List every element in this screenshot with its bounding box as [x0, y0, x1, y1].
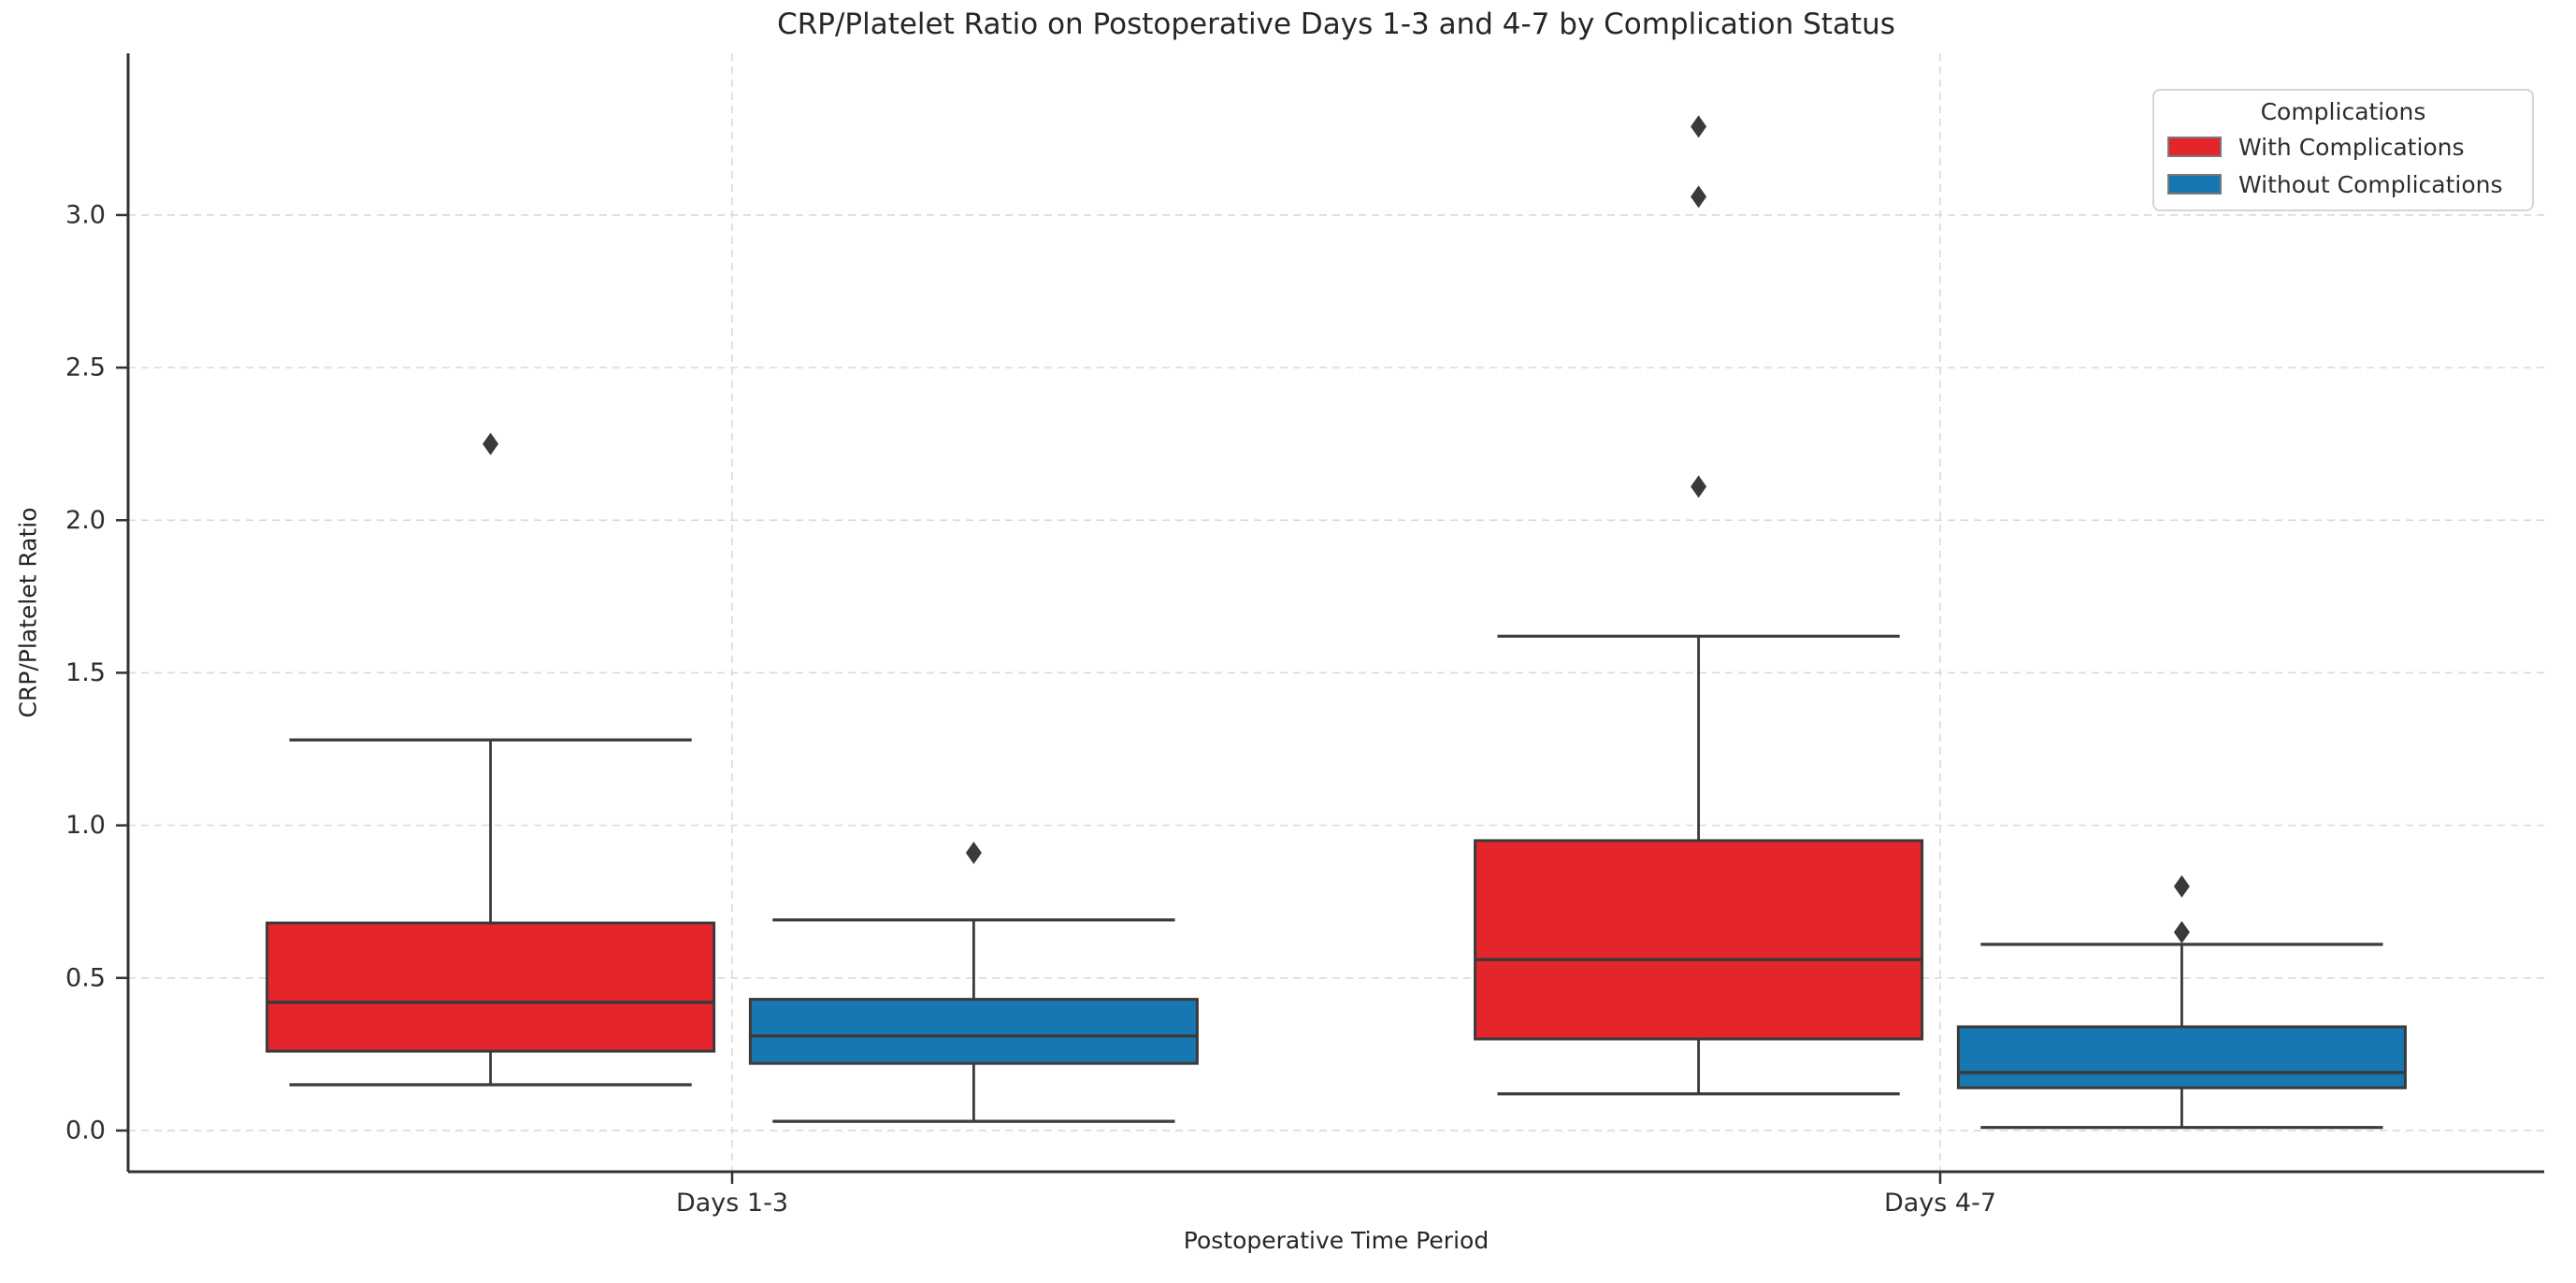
outlier-point — [482, 432, 499, 455]
y-axis-label: CRP/Platelet Ratio — [14, 507, 42, 718]
box-days-4-7-with-complications — [1474, 839, 1924, 1041]
outlier-point — [965, 841, 982, 864]
legend-item: Without Complications — [2167, 166, 2519, 203]
box-days-1-3-without-complications — [748, 998, 1199, 1065]
box-days-4-7-without-complications — [1956, 1025, 2407, 1089]
legend-title: Complications — [2260, 98, 2426, 125]
outlier-point — [1691, 185, 1707, 209]
x-axis-label: Postoperative Time Period — [1183, 1227, 1489, 1254]
legend-item-label: Without Complications — [2238, 170, 2503, 198]
y-tick-label: 2.5 — [65, 353, 106, 382]
y-tick-label: 0.0 — [65, 1116, 106, 1145]
outlier-point — [2173, 920, 2190, 944]
x-tick-label: Days 1-3 — [676, 1189, 788, 1218]
outlier-point — [1691, 475, 1707, 498]
legend-items: With Complications Without Complications — [2167, 128, 2519, 203]
y-tick-label: 2.0 — [65, 506, 106, 535]
legend-swatch — [2167, 137, 2222, 157]
box-days-1-3-with-complications — [266, 921, 716, 1053]
outlier-point — [1691, 115, 1707, 138]
outlier-point — [2173, 874, 2190, 898]
x-tick-label: Days 4-7 — [1884, 1189, 1996, 1218]
y-tick-label: 3.0 — [65, 200, 106, 229]
legend-item-label: With Complications — [2238, 133, 2465, 161]
legend-swatch — [2167, 174, 2222, 195]
legend: Complications With Complications Without … — [2152, 89, 2534, 211]
y-tick-label: 1.0 — [65, 811, 106, 840]
y-tick-label: 1.5 — [65, 658, 106, 687]
legend-item: With Complications — [2167, 128, 2519, 166]
chart-title: CRP/Platelet Ratio on Postoperative Days… — [777, 7, 1895, 41]
y-tick-label: 0.5 — [65, 963, 106, 992]
